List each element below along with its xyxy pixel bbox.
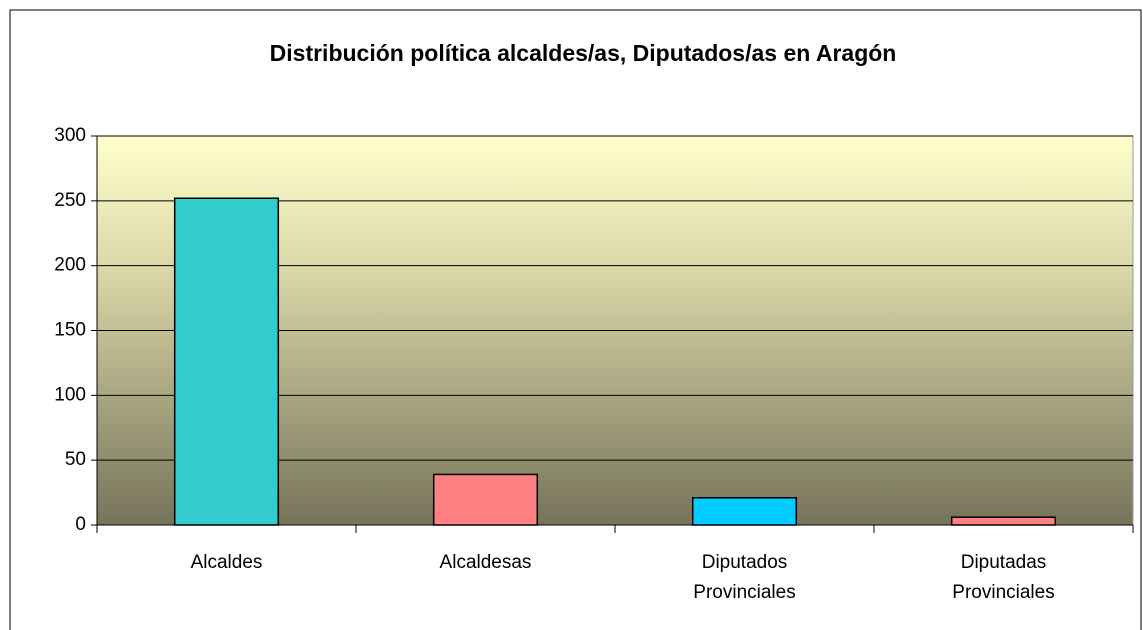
bar: [173, 197, 280, 526]
y-tick-label: 150: [54, 320, 86, 341]
x-tick-label: Diputados Provinciales: [693, 552, 795, 603]
bar: [950, 516, 1057, 526]
bar: [432, 473, 539, 526]
y-tick-label: 300: [54, 125, 86, 146]
x-tick-label: Diputadas Provinciales: [952, 552, 1054, 603]
x-tick-label: Alcaldes: [191, 552, 263, 573]
x-tick-label: Alcaldesas: [440, 552, 532, 573]
y-tick-label: 200: [54, 255, 86, 276]
y-tick-label: 250: [54, 190, 86, 211]
chart-title: Distribución política alcaldes/as, Diput…: [270, 40, 897, 66]
bar: [691, 497, 798, 526]
y-tick-label: 0: [75, 514, 86, 535]
y-tick-label: 50: [65, 449, 86, 470]
y-tick-label: 100: [54, 384, 86, 405]
